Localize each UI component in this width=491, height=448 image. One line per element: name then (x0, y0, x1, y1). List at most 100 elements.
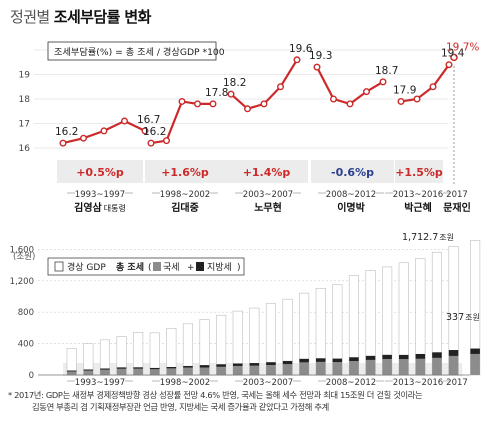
change-band-0 (57, 160, 143, 183)
top-period-3: 2008~2012 (326, 190, 376, 200)
local-tax-bar-2 (100, 368, 110, 370)
bar-group-band-4 (395, 363, 463, 376)
national-tax-bar-19 (382, 359, 392, 375)
bot-period-2017: 2017 (446, 378, 468, 388)
change-band-2 (225, 160, 308, 183)
local-tax-bar-4 (133, 367, 143, 369)
national-tax-bar-22 (432, 357, 442, 375)
national-tax-bar-1 (83, 370, 94, 375)
footnote-line-1: * 2017년: GDP는 새정부 경제정책방향 경상 성장률 전망 4.6% … (8, 390, 423, 400)
data-point-이명박-0 (313, 63, 321, 71)
line-legend-box (47, 41, 217, 61)
tax-2017-value: 337조원 (446, 312, 480, 323)
data-point-노무현-2 (260, 100, 268, 108)
data-point-김영삼-4 (141, 127, 149, 135)
national-tax-bar-10 (233, 365, 243, 375)
national-tax-bar-17 (349, 361, 359, 375)
bot-period-2: 2003~2007 (243, 378, 293, 388)
national-tax-bar-0 (67, 371, 77, 375)
national-tax-bar-15 (316, 361, 326, 375)
bot-period-4: 2013~2016 (393, 378, 443, 388)
tax-2017-unit: 조원 (465, 313, 480, 322)
series-line-박근혜 (400, 64, 450, 103)
line-chart-grid (34, 49, 448, 149)
change-label-김대중: +1.6%p (161, 166, 209, 179)
data-point-김영삼-1 (79, 134, 87, 142)
data-point-김영삼-0 (59, 139, 67, 147)
data-point-이명박-2 (346, 100, 354, 108)
local-tax-bar-14 (299, 358, 309, 363)
start-value-박근혜: 17.9 (393, 84, 416, 96)
data-point-김영삼-3 (120, 117, 128, 125)
line-ytick-3: 19 (19, 71, 31, 81)
series-line-이명박 (316, 66, 384, 106)
line-ytick-1: 17 (19, 120, 30, 130)
national-tax-bar-6 (166, 368, 177, 375)
gdp-2017-value: 1,712.7조원 (402, 232, 454, 243)
national-tax-bar-24 (470, 353, 480, 375)
local-tax-bar-7 (183, 365, 193, 368)
national-tax-bar-7 (183, 367, 193, 375)
local-tax-bar-11 (249, 363, 260, 366)
legend-plus: + (187, 263, 195, 273)
top-president-name-1: 김대중 (171, 201, 199, 214)
bot-period-3: 2008~2012 (326, 378, 376, 388)
change-band-3 (311, 160, 394, 183)
national-tax-bar-2 (100, 369, 110, 375)
bar-ytick-4: 1,600 (10, 245, 34, 255)
legend-local-swatch (196, 262, 204, 271)
local-tax-bar-3 (116, 367, 127, 369)
gdp-2017-number: 1,712.7 (402, 232, 438, 243)
top-president-suffix-0: 대통령 (104, 204, 126, 213)
line-chart-change-labels: +0.5%p +1.6%p +1.4%p -0.6%p +1.5%p (76, 166, 443, 179)
local-tax-bar-20 (399, 354, 409, 360)
data-point-김영삼-2 (100, 127, 108, 135)
change-label-박근혜: +1.5%p (395, 166, 443, 179)
national-tax-bar-23 (448, 355, 459, 375)
data-point-노무현-0 (227, 90, 235, 98)
start-value-김대중: 16.2 (143, 126, 166, 138)
end-value-김영삼: 16.7 (137, 114, 160, 126)
local-tax-bar-9 (216, 364, 226, 367)
national-tax-bar-8 (199, 367, 210, 375)
start-value-김영삼: 16.2 (55, 126, 78, 138)
data-point-박근혜-1 (413, 95, 421, 103)
data-point-노무현-3 (277, 83, 285, 91)
local-tax-bar-24 (470, 348, 480, 354)
legend-gdp-swatch (54, 261, 64, 272)
local-tax-bar-22 (432, 352, 442, 358)
legend-national-swatch (153, 262, 161, 271)
data-point-김대중-3 (193, 100, 201, 108)
national-tax-bar-12 (266, 365, 276, 375)
legend-paren-close: ) (237, 263, 241, 273)
national-tax-bar-20 (399, 359, 409, 375)
title-main: 조세부담률 변화 (53, 8, 152, 26)
data-point-노무현-1 (243, 105, 251, 113)
local-tax-bar-21 (415, 353, 426, 359)
bot-period-0: 1993~1997 (75, 378, 125, 388)
data-point-김대중-0 (147, 139, 155, 147)
top-period-4: 2013~2016 (393, 190, 443, 200)
bar-series (38, 240, 481, 376)
top-period-1: 1998~2002 (160, 190, 210, 200)
legend-gdp-label: 경상 GDP (67, 261, 106, 273)
line-chart-background (57, 160, 443, 183)
local-tax-bar-23 (448, 350, 459, 356)
gdp-2017-unit: 조원 (439, 233, 454, 242)
value-2017: 19.7% (446, 41, 479, 53)
bar-legend-box (47, 257, 245, 276)
top-president-name-3: 이명박 (337, 201, 365, 214)
national-tax-bar-18 (365, 359, 376, 375)
start-value-노무현: 18.2 (223, 77, 246, 89)
bar-ytick-1: 400 (18, 340, 34, 350)
local-tax-bar-12 (266, 362, 276, 366)
top-president-0: 김영삼 대통령 (74, 201, 126, 214)
end-value-노무현: 19.6 (289, 43, 313, 55)
local-tax-bar-19 (382, 354, 392, 360)
data-point-이명박-4 (379, 78, 387, 86)
national-tax-bar-4 (133, 368, 143, 375)
top-president-name-0: 김영삼 (74, 201, 102, 214)
local-tax-bar-8 (199, 365, 210, 368)
line-chart-series (59, 53, 458, 147)
